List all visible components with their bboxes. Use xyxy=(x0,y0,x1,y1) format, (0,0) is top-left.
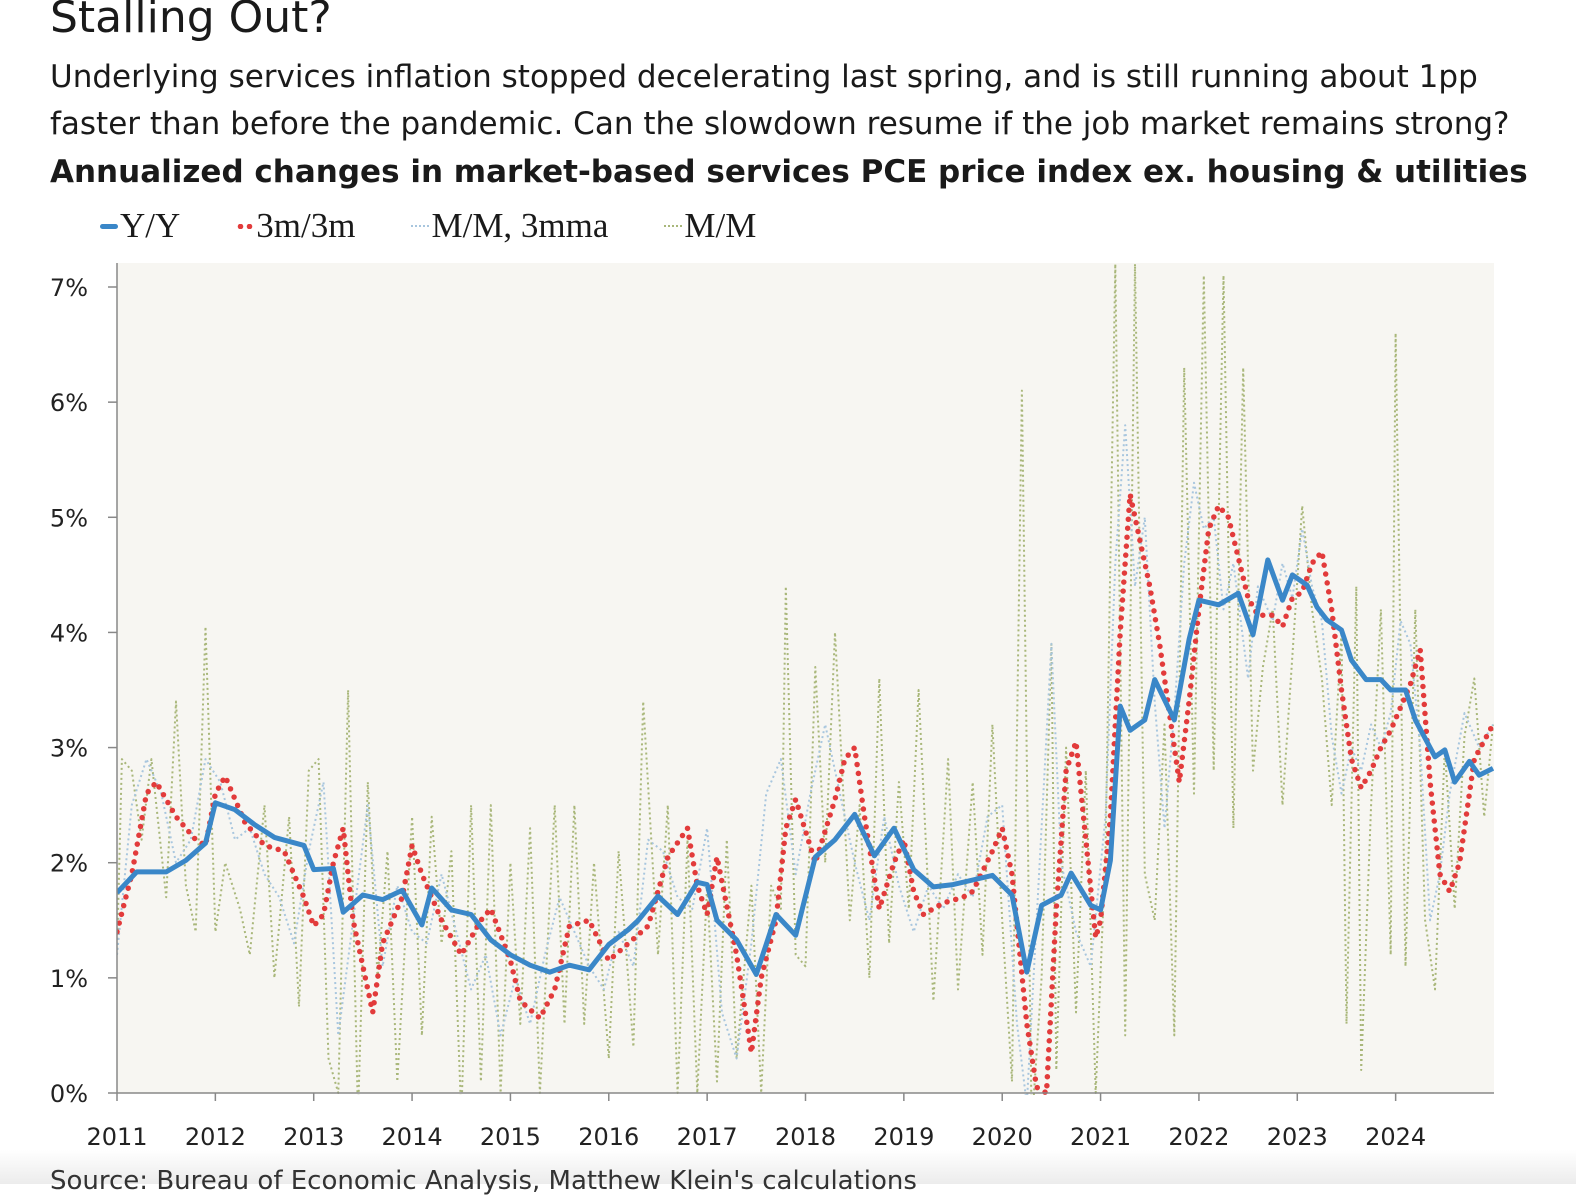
x-tick-label: 2024 xyxy=(1365,1123,1426,1151)
series-line-3m-3m xyxy=(117,491,1494,1095)
legend-item-3m3m: 3m/3m xyxy=(236,206,355,246)
legend-swatch-mm3mma xyxy=(411,225,430,227)
y-tick-label: 2% xyxy=(50,850,88,878)
source-note: Source: Bureau of Economic Analysis, Mat… xyxy=(50,1166,917,1196)
y-tick-label: 3% xyxy=(50,735,88,763)
x-tick-label: 2021 xyxy=(1070,1123,1131,1151)
x-tick-label: 2022 xyxy=(1168,1123,1229,1151)
legend-label-yy: Y/Y xyxy=(120,206,181,245)
legend-swatch-3m3m xyxy=(236,223,255,229)
legend-item-mm3mma: M/M, 3mma xyxy=(411,206,608,246)
y-tick-label: 7% xyxy=(50,274,88,302)
x-tick-label: 2014 xyxy=(382,1123,443,1151)
y-tick-label: 0% xyxy=(50,1080,88,1108)
x-tick-label: 2018 xyxy=(775,1123,836,1151)
x-tick-label: 2013 xyxy=(283,1123,344,1151)
legend-label-mm: M/M xyxy=(684,206,757,245)
x-tick-label: 2012 xyxy=(185,1123,246,1151)
chart-title: Annualized changes in market-based servi… xyxy=(50,154,1528,190)
legend-swatch-mm xyxy=(664,225,683,227)
x-tick-label: 2017 xyxy=(677,1123,738,1151)
y-tick-label: 5% xyxy=(50,504,88,532)
series-line-y-y xyxy=(117,557,1494,977)
x-tick-label: 2016 xyxy=(578,1123,639,1151)
legend: Y/Y 3m/3m M/M, 3mma M/M xyxy=(100,206,756,246)
x-tick-label: 2011 xyxy=(86,1123,147,1151)
footer-fade xyxy=(0,1150,1576,1184)
x-tick-label: 2019 xyxy=(873,1123,934,1151)
legend-label-mm3mma: M/M, 3mma xyxy=(431,206,609,245)
x-tick-label: 2023 xyxy=(1267,1123,1328,1151)
legend-item-mm: M/M xyxy=(664,206,756,246)
y-tick-label: 6% xyxy=(50,389,88,417)
page-title: Stalling Out? xyxy=(50,0,332,43)
plot-area xyxy=(117,263,1494,1093)
y-tick-label: 1% xyxy=(50,965,88,993)
legend-swatch-yy xyxy=(100,223,118,229)
legend-item-yy: Y/Y xyxy=(100,206,180,246)
series-line-m-m-3mma xyxy=(117,424,1494,1095)
x-tick-label: 2015 xyxy=(480,1123,541,1151)
x-tick-label: 2020 xyxy=(972,1123,1033,1151)
subtitle: Underlying services inflation stopped de… xyxy=(50,59,1510,142)
y-tick-label: 4% xyxy=(50,619,88,647)
legend-label-3m3m: 3m/3m xyxy=(256,206,356,245)
